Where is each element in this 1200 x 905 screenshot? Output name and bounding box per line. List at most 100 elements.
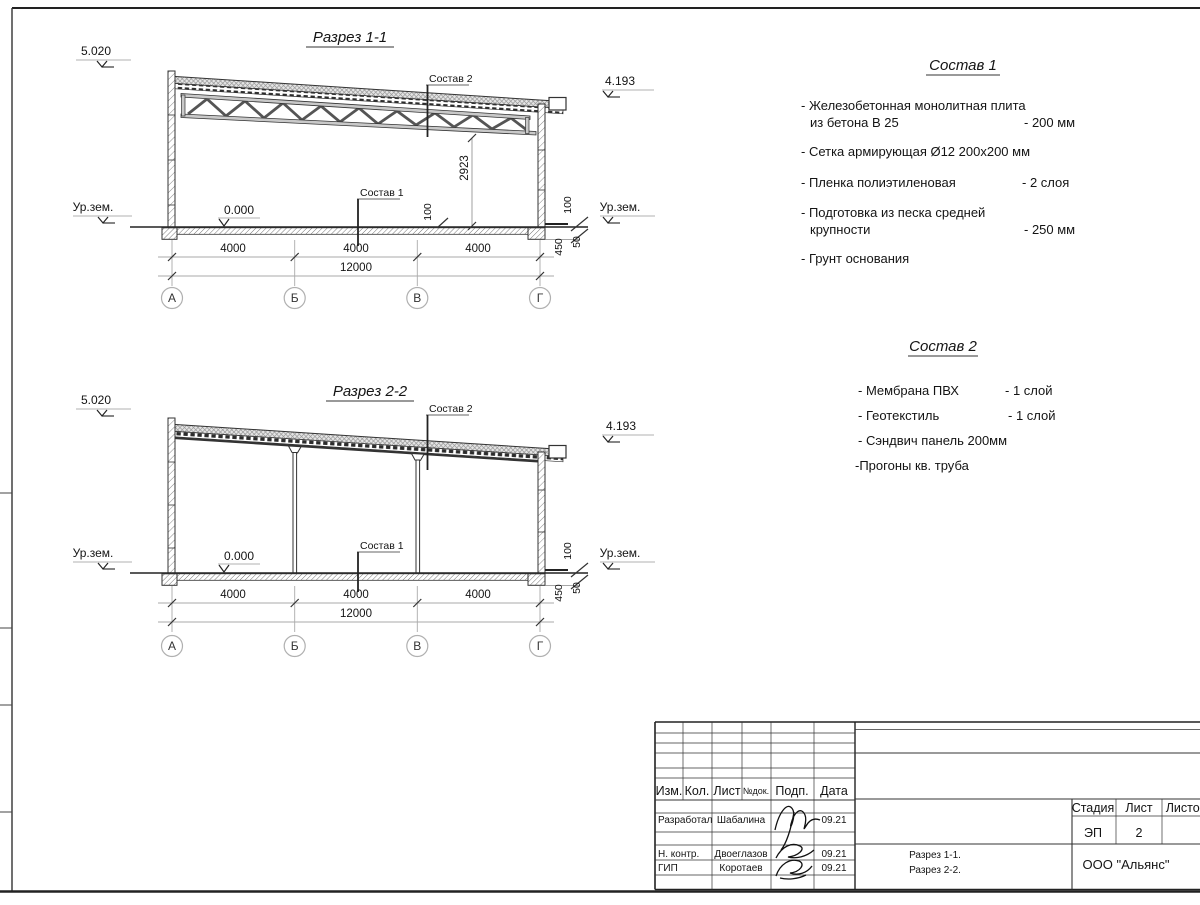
svg-text:50: 50: [571, 582, 583, 594]
section-2-2: Разрез 2-2 5.020 4.193 Ур.зем. Ур.зем. 0…: [73, 383, 655, 658]
spec2-item: - Мембрана ПВХ: [858, 383, 959, 398]
roof-end-cap: [548, 96, 567, 111]
svg-text:2923: 2923: [459, 155, 471, 181]
elevation-mark-4193: 4.193: [602, 74, 654, 98]
svg-text:Состав 2: Состав 2: [429, 403, 473, 415]
spec1-item: - Подготовка из песка средней: [801, 205, 985, 220]
sheet-label: Лист: [1125, 801, 1152, 815]
svg-text:100: 100: [562, 196, 574, 214]
date: 09.21: [821, 863, 846, 874]
spec2-item: - Сэндвич панель 200мм: [858, 433, 1007, 448]
spec1-item: - Сетка армирующая Ø12 200х200 мм: [801, 144, 1030, 159]
ground-level-left: Ур.зем.: [73, 546, 132, 570]
title-block-row-developer: Разработал Шабалина 09.21: [658, 814, 847, 826]
signature-developer: [774, 805, 821, 851]
spec1-title: Состав 1: [929, 57, 997, 74]
spec2-title: Состав 2: [909, 338, 977, 355]
sheet-frame: [0, 7, 1200, 893]
column-right: [537, 451, 546, 579]
role: ГИП: [658, 863, 678, 874]
spec1-item: - Железобетонная монолитная плита: [801, 98, 1026, 113]
interior-post-b: [287, 445, 302, 574]
elevation-mark-4193: 4.193: [602, 419, 654, 443]
sostav1-leader: Состав 1: [357, 187, 404, 246]
svg-text:450: 450: [553, 238, 565, 256]
title-block: Изм. Кол. Лист №док. Подп. Дата Разработ…: [654, 721, 1200, 891]
svg-text:12000: 12000: [340, 608, 372, 620]
spec1-item: из бетона В 25: [810, 115, 899, 130]
svg-text:4000: 4000: [220, 589, 246, 601]
dimension-chain: 4000 4000 4000 12000: [158, 240, 554, 286]
sostav2-leader: Состав 2: [426, 73, 473, 137]
spec-sostav-1: Состав 1 - Железобетонная монолитная пли…: [801, 57, 1075, 266]
svg-text:4000: 4000: [343, 589, 369, 601]
svg-text:Г: Г: [537, 639, 544, 653]
spec1-item: крупности: [810, 222, 870, 237]
date: 09.21: [821, 849, 846, 860]
doc-title-line1: Разрез 1-1.: [909, 850, 961, 861]
dim-100-mid: 100: [422, 203, 449, 229]
svg-text:Б: Б: [291, 291, 299, 305]
section-1-1: Разрез 1-1 5.020 4.193 Ур.зем. Ур.зем. 0…: [73, 29, 655, 310]
truss-bottom-chord: [180, 113, 537, 136]
footing-right: [527, 227, 546, 240]
title-block-row-ncontrol: Н. контр. Двоеглазов 09.21: [658, 849, 847, 860]
right-small-dims: 100 450 50: [553, 196, 589, 256]
sostav1-leader: Состав 1: [357, 540, 404, 592]
svg-text:Б: Б: [291, 639, 299, 653]
spec-sostav-2: Состав 2 - Мембрана ПВХ - 1 слой - Геоте…: [855, 338, 1056, 473]
spec1-value: - 250 мм: [1024, 222, 1075, 237]
svg-text:Состав 1: Состав 1: [360, 187, 404, 199]
elevation-mark-5020: 5.020: [76, 393, 131, 417]
signature-gip: [775, 859, 813, 880]
col-list: Лист: [713, 784, 740, 798]
spec1-item: - Пленка полиэтиленовая: [801, 175, 956, 190]
svg-text:450: 450: [553, 584, 565, 602]
ground-level-right: Ур.зем.: [600, 200, 655, 224]
svg-text:В: В: [413, 639, 421, 653]
role: Разработал: [658, 814, 713, 826]
section-1-title: Разрез 1-1: [313, 29, 387, 46]
svg-text:4.193: 4.193: [605, 74, 635, 88]
floor-slab: [167, 227, 546, 235]
svg-text:100: 100: [422, 203, 434, 221]
col-ndok: №док.: [743, 786, 769, 796]
svg-text:Г: Г: [537, 291, 544, 305]
sostav2-leader: Состав 2: [426, 403, 473, 470]
date: 09.21: [821, 815, 846, 826]
ground-level-left: Ур.зем.: [73, 200, 132, 224]
svg-text:Ур.зем.: Ур.зем.: [600, 200, 641, 214]
svg-text:Состав 2: Состав 2: [429, 73, 473, 85]
svg-text:4000: 4000: [465, 243, 491, 255]
spec2-item: - Геотекстиль: [858, 408, 939, 423]
section-2-title: Разрез 2-2: [333, 383, 408, 400]
footing-left: [161, 227, 178, 240]
svg-text:50: 50: [571, 236, 583, 248]
axis-bubbles: А Б В Г: [160, 286, 552, 310]
elevation-mark-5020: 5.020: [76, 44, 131, 68]
doc-title-line2: Разрез 2-2.: [909, 865, 961, 876]
spec2-item: -Прогоны кв. труба: [855, 458, 970, 473]
spec1-value: - 2 слоя: [1022, 175, 1069, 190]
title-block-grid: [654, 721, 1200, 891]
footing-right: [527, 573, 546, 586]
svg-text:Состав 1: Состав 1: [360, 540, 404, 552]
svg-text:0.000: 0.000: [224, 203, 254, 217]
svg-text:100: 100: [562, 542, 574, 560]
spec1-item: - Грунт основания: [801, 251, 909, 266]
roof-beam: [174, 436, 539, 463]
svg-text:А: А: [168, 291, 176, 305]
title-block-stage-cells: Стадия Лист Листов ЭП 2: [1072, 801, 1200, 840]
svg-text:0.000: 0.000: [224, 549, 254, 563]
svg-text:Ур.зем.: Ур.зем.: [600, 546, 641, 560]
sheet-number: 2: [1136, 826, 1143, 840]
stage-label: Стадия: [1072, 801, 1115, 815]
column-right: [537, 103, 546, 229]
axis-bubbles: А Б В Г: [160, 634, 552, 658]
col-podp: Подп.: [775, 784, 808, 798]
spec1-value: - 200 мм: [1024, 115, 1075, 130]
zero-level-mark: 0.000: [218, 549, 260, 574]
company-name: ООО "Альянс": [1083, 857, 1170, 872]
title-block-row-gip: ГИП Коротаев 09.21: [658, 863, 847, 874]
